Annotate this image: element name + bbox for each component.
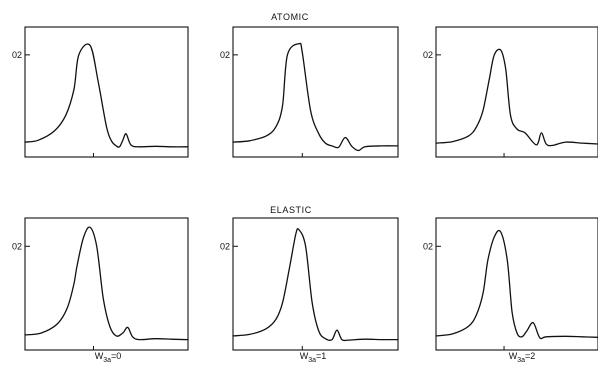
column-label-1: W3a=1 (300, 351, 327, 364)
panel-frame (232, 26, 399, 158)
spectrum-line (24, 43, 189, 148)
panel-elastic-w2: 02 (423, 217, 598, 351)
y-tick-label: 02 (12, 241, 22, 251)
panel-elastic-w1: 02 (220, 217, 399, 351)
panel-atomic-w1: 02 (220, 26, 399, 158)
panel-atomic-w0: 02 (12, 26, 189, 158)
panel-elastic-w0: 02 (12, 217, 189, 351)
panel-atomic-w2: 02 (423, 26, 598, 158)
spectrum-line (435, 48, 598, 147)
row-title-elastic: ELASTIC (270, 205, 312, 215)
panel-frame (232, 217, 399, 351)
svg-text:W3a=0: W3a=0 (95, 351, 122, 364)
panel-frame (24, 26, 189, 158)
panel-frame (435, 26, 598, 158)
y-tick-label: 02 (220, 241, 230, 251)
panel-frame (24, 217, 189, 351)
spectrum-line (435, 229, 598, 340)
row-title-atomic: ATOMIC (271, 12, 309, 22)
y-tick-label: 02 (12, 50, 22, 60)
panel-frame (435, 217, 598, 351)
svg-text:W3a=1: W3a=1 (300, 351, 327, 364)
svg-text:W3a=2: W3a=2 (509, 351, 536, 364)
spectrum-line (232, 42, 399, 152)
spectrum-line (232, 227, 399, 342)
spectrum-line (24, 226, 189, 341)
y-tick-label: 02 (423, 50, 433, 60)
column-label-2: W3a=2 (509, 351, 536, 364)
column-label-0: W3a=0 (95, 351, 122, 364)
y-tick-label: 02 (423, 241, 433, 251)
panel-group: 02 02 02 02 02 02 (12, 26, 598, 351)
y-tick-label: 02 (220, 50, 230, 60)
